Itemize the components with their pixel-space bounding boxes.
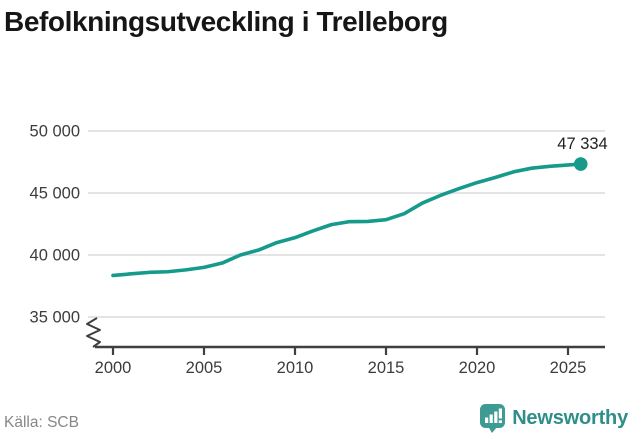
y-tick-label: 50 000 [30,123,80,141]
newsworthy-logo[interactable]: Newsworthy [479,403,628,433]
x-tick-label: 2020 [459,359,496,377]
y-tick-label: 35 000 [30,309,80,327]
x-tick-label: 2005 [186,359,223,377]
y-tick-label: 45 000 [30,185,80,203]
x-tick-label: 2025 [550,359,587,377]
x-tick-label: 2015 [368,359,405,377]
population-line-chart: 35 000 40 000 45 000 50 000 2000 2005 2010 2015… [30,123,608,378]
population-line [111,162,583,278]
end-point-marker [573,157,588,171]
source-label: Källa: SCB [4,414,79,431]
x-tick-label: 2010 [277,359,314,377]
chart-title: Befolkningsutveckling i Trelleborg [4,6,448,37]
y-axis-break-icon [86,317,101,348]
newsworthy-wordmark: Newsworthy [512,406,628,429]
newsworthy-icon [480,404,506,433]
y-tick-label: 40 000 [30,247,80,265]
x-tick-label: 2000 [95,359,132,377]
end-value-label: 47 334 [557,135,607,153]
